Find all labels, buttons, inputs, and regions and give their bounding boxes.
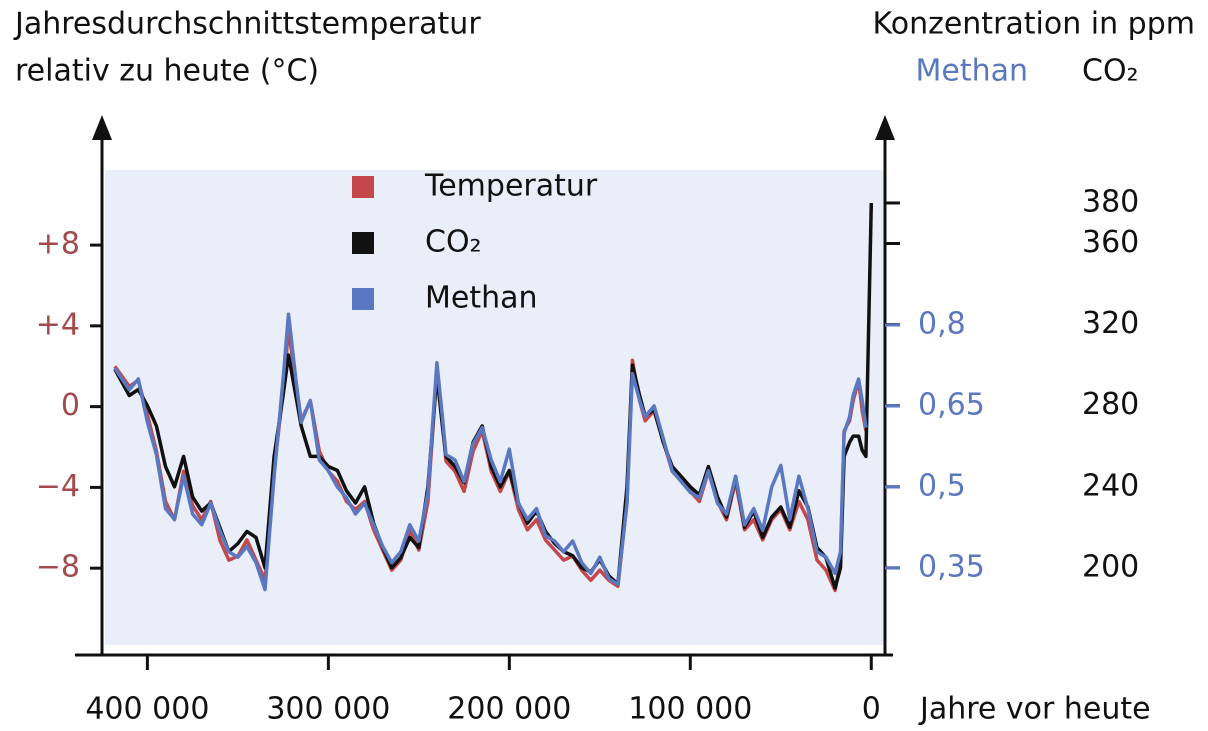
- y2-axis-label: CO₂: [1082, 54, 1139, 89]
- y2-tick-label: 200: [1082, 549, 1139, 584]
- y2-tick-label: 380: [1082, 184, 1139, 219]
- series-line: [113, 202, 874, 590]
- y2-axis-arrow: [875, 115, 895, 140]
- y-tick-label: −4: [36, 469, 80, 504]
- y3-tick-label: 0,35: [918, 550, 985, 585]
- y2-tick-label: 320: [1082, 306, 1139, 341]
- y2-tick-label: 240: [1082, 468, 1139, 503]
- y-tick-label: −8: [36, 550, 80, 585]
- legend-label: Temperatur: [424, 169, 598, 204]
- x-tick-label: 0: [862, 692, 881, 727]
- series-line: [113, 312, 868, 592]
- x-tick-label: 100 000: [628, 692, 752, 727]
- plot-background: [105, 170, 885, 645]
- x-tick-label: 200 000: [447, 692, 571, 727]
- x-tick-label: 300 000: [266, 692, 390, 727]
- legend-swatch: [352, 176, 374, 198]
- y-axis-label: Jahresdurchschnittstemperatur: [13, 7, 481, 42]
- y-tick-label: +4: [36, 307, 80, 342]
- y3-tick-label: 0,5: [918, 469, 966, 504]
- y2-axis-title: Konzentration in ppm: [873, 7, 1195, 42]
- legend-label: CO₂: [425, 225, 482, 260]
- legend-swatch: [352, 288, 374, 310]
- y3-tick-label: 0,8: [918, 306, 966, 341]
- x-tick-label: 400 000: [85, 692, 209, 727]
- y-axis-arrow: [92, 115, 112, 140]
- legend-swatch: [352, 232, 374, 254]
- legend-label: Methan: [425, 281, 538, 316]
- x-axis-label: Jahre vor heute: [918, 692, 1151, 727]
- y2-tick-label: 360: [1082, 225, 1139, 260]
- y3-axis-label: Methan: [915, 54, 1028, 89]
- y-tick-label: +8: [36, 227, 80, 262]
- y3-tick-label: 0,65: [918, 388, 985, 423]
- y2-tick-label: 280: [1082, 387, 1139, 422]
- y-axis-label: relativ zu heute (°C): [15, 54, 319, 89]
- y-tick-label: 0: [61, 388, 80, 423]
